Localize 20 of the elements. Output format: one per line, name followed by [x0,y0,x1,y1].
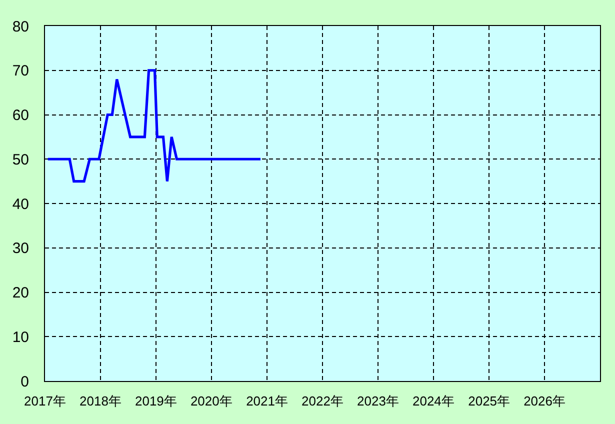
y-tick-label: 0 [20,373,29,390]
x-tick-label: 2026年 [524,394,566,409]
x-tick-label: 2021年 [246,394,288,409]
x-tick-label: 2022年 [302,394,344,409]
x-tick-label: 2017年 [24,394,66,409]
y-tick-label: 50 [12,151,29,168]
x-tick-label: 2020年 [190,394,232,409]
y-tick-label: 70 [12,62,29,80]
y-tick-label: 10 [12,328,29,346]
y-tick-label: 40 [12,196,29,213]
x-tick-label: 2018年 [80,394,122,409]
x-tick-label: 2023年 [357,394,399,409]
x-tick-label: 2019年 [134,394,177,409]
y-tick-label: 20 [12,284,29,302]
y-tick-label: 60 [12,107,29,124]
y-tick-label: 80 [12,18,29,36]
x-tick-label: 2024年 [412,394,454,409]
line-series [46,69,262,183]
x-tick-label: 2025年 [468,394,510,409]
y-tick-label: 30 [12,240,29,258]
